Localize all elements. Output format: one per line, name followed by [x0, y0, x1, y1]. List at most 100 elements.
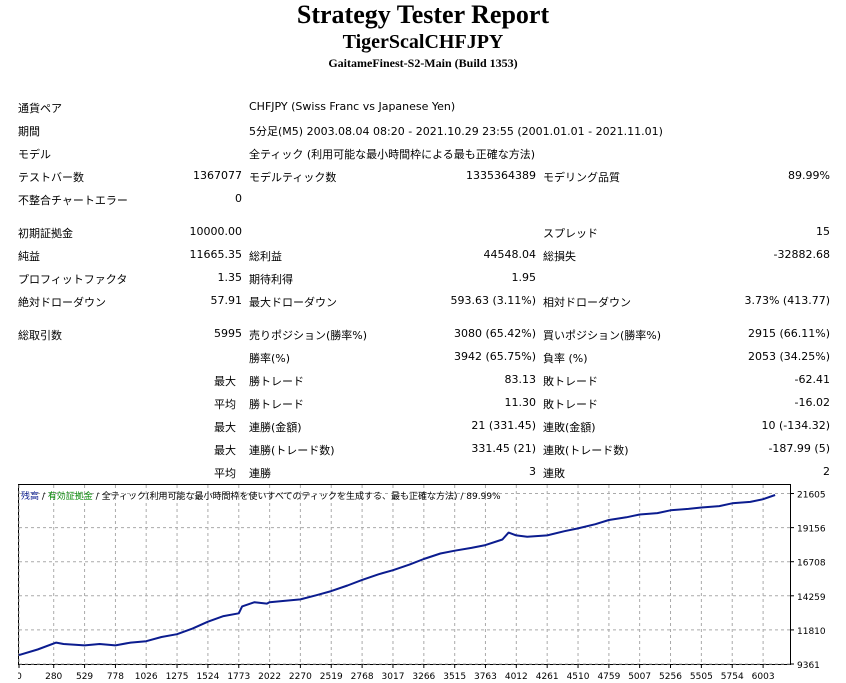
x-tick-label: 1026 — [135, 672, 158, 682]
period-value: 5分足(M5) 2003.08.04 08:20 - 2021.10.29 23… — [249, 125, 663, 138]
largest-loss-label: 敗トレード — [543, 375, 598, 388]
y-tick-label: 14259 — [797, 593, 826, 603]
x-tick-label: 1524 — [196, 672, 219, 682]
x-tick-label: 6003 — [752, 672, 775, 682]
row-winrate: 勝率(%) 3942 (65.75%) 負率 (%) 2053 (34.25%) — [0, 346, 846, 369]
row-cons-money: 最大 連勝(金額) 21 (331.45) 連敗(金額) 10 (-134.32… — [0, 415, 846, 438]
cons-win-profit-value: 331.45 (21) — [471, 442, 536, 455]
loss-label: 負率 (%) — [543, 352, 588, 365]
avg-win-label: 勝トレード — [249, 398, 304, 411]
row-model: モデル 全ティック (利用可能な最小時間枠による最も正確な方法) — [0, 142, 846, 165]
win-label: 勝率(%) — [249, 352, 291, 365]
max-word-3: 最大 — [214, 444, 236, 457]
spread-label: スプレッド — [543, 227, 598, 240]
row-drawdown: 絶対ドローダウン 57.91 最大ドローダウン 593.63 (3.11%) 相… — [0, 290, 846, 313]
cons-win-money-label: 連勝(金額) — [249, 421, 302, 434]
gross-loss-value: -32882.68 — [773, 248, 830, 261]
period-label: 期間 — [18, 125, 40, 138]
ticks-value: 1335364389 — [466, 169, 536, 182]
row-pf: プロフィットファクタ 1.35 期待利得 1.95 — [0, 267, 846, 290]
row-avg-cons: 平均 連勝 3 連敗 2 — [0, 461, 846, 484]
rel-dd-value: 3.73% (413.77) — [744, 294, 830, 307]
avg-loss-value: -16.02 — [794, 396, 830, 409]
balance-series-line — [18, 494, 776, 657]
abs-dd-value: 57.91 — [210, 294, 243, 307]
largest-win-label: 勝トレード — [249, 375, 304, 388]
row-net: 純益 11665.35 総利益 44548.04 総損失 -32882.68 — [0, 244, 846, 267]
x-tick-label: 2768 — [351, 672, 374, 682]
cons-win-profit-label: 連勝(トレード数) — [249, 444, 335, 457]
x-tick-label: 5007 — [628, 672, 651, 682]
row-bars: テストバー数 1367077 モデルティック数 1335364389 モデリング… — [0, 165, 846, 188]
avg-cons-win-label: 連勝 — [249, 467, 271, 480]
x-tick-label: 4261 — [536, 672, 559, 682]
legend-ticks: 全ティック(利用可能な最小時間枠を使いすべてのティックを生成する、最も正確な方法… — [101, 492, 458, 502]
x-tick-label: 5256 — [659, 672, 682, 682]
expected-label: 期待利得 — [249, 273, 293, 286]
x-tick-label: 1275 — [166, 672, 189, 682]
max-dd-label: 最大ドローダウン — [249, 296, 337, 309]
row-period: 期間 5分足(M5) 2003.08.04 08:20 - 2021.10.29… — [0, 119, 846, 142]
x-tick-label: 280 — [45, 672, 62, 682]
symbol-value: CHFJPY (Swiss Franc vs Japanese Yen) — [249, 100, 456, 113]
loss-value: 2053 (34.25%) — [747, 350, 830, 363]
x-tick-label: 3017 — [382, 672, 405, 682]
cons-loss-money-value: 10 (-134.32) — [761, 419, 830, 432]
cons-loss-profit-label: 連敗(トレード数) — [543, 444, 629, 457]
server-build: GaitameFinest-S2-Main (Build 1353) — [328, 56, 518, 70]
x-tick-label: 5505 — [690, 672, 713, 682]
row-average: 平均 勝トレード 11.30 敗トレード -16.02 — [0, 392, 846, 415]
x-tick-label: 4759 — [597, 672, 620, 682]
row-largest: 最大 勝トレード 83.13 敗トレード -62.41 — [0, 369, 846, 392]
x-tick-label: 1773 — [227, 672, 250, 682]
avg-win-value: 11.30 — [504, 396, 537, 409]
x-tick-label: 2022 — [258, 672, 281, 682]
report-title: Strategy Tester Report — [296, 0, 550, 29]
ticks-label: モデルティック数 — [249, 171, 337, 184]
max-dd-value: 593.63 (3.11%) — [450, 294, 536, 307]
cons-loss-money-label: 連敗(金額) — [543, 421, 596, 434]
pf-label: プロフィットファクタ — [18, 273, 128, 286]
spread-value: 15 — [816, 225, 830, 238]
mismatch-value: 0 — [235, 192, 242, 205]
symbol-label: 通貨ペア — [18, 102, 62, 115]
grid-lines — [18, 485, 790, 665]
abs-dd-label: 絶対ドローダウン — [18, 296, 106, 309]
x-tick-label: 5754 — [721, 672, 744, 682]
expert-name: TigerScalCHFJPY — [342, 31, 504, 53]
legend-sep-2: / — [92, 492, 102, 502]
quality-label: モデリング品質 — [543, 171, 620, 184]
x-tick-label: 2519 — [320, 672, 343, 682]
bars-label: テストバー数 — [18, 171, 84, 184]
avg-cons-loss-label: 連敗 — [543, 467, 565, 480]
trades-value: 5995 — [214, 327, 242, 340]
win-value: 3942 (65.75%) — [453, 350, 536, 363]
long-label: 買いポジション(勝率%) — [543, 329, 662, 342]
rel-dd-label: 相対ドローダウン — [543, 296, 631, 309]
legend-quality: 89.99% — [466, 492, 501, 502]
pf-value: 1.35 — [217, 271, 243, 284]
x-axis: 0 280 529 778 1026 1275 1524 1773 2022 2270 2519 27… — [18, 664, 775, 682]
row-symbol: 通貨ペア CHFJPY (Swiss Franc vs Japanese Yen… — [0, 96, 846, 119]
gross-profit-label: 総利益 — [249, 250, 282, 263]
legend-sep-3: / — [457, 492, 467, 502]
avg-loss-label: 敗トレード — [543, 398, 598, 411]
cons-loss-profit-value: -187.99 (5) — [768, 442, 830, 455]
gross-loss-label: 総損失 — [543, 250, 576, 263]
short-label: 売りポジション(勝率%) — [249, 329, 368, 342]
model-value: 全ティック (利用可能な最小時間枠による最も正確な方法) — [249, 148, 536, 161]
x-tick-label: 3763 — [474, 672, 497, 682]
model-label: モデル — [18, 148, 51, 161]
series-lines — [18, 494, 776, 657]
y-tick-label: 9361 — [797, 661, 820, 671]
long-value: 2915 (66.11%) — [747, 327, 830, 340]
row-cons-profit: 最大 連勝(トレード数) 331.45 (21) 連敗(トレード数) -187.… — [0, 438, 846, 461]
avg-word-2: 平均 — [214, 467, 236, 480]
plot-frame — [18, 484, 791, 665]
x-tick-label: 529 — [76, 672, 93, 682]
gross-profit-value: 44548.04 — [483, 248, 537, 261]
short-value: 3080 (65.42%) — [453, 327, 536, 340]
row-deposit: 初期証拠金 10000.00 スプレッド 15 — [0, 221, 846, 244]
expected-value: 1.95 — [511, 271, 537, 284]
x-tick-label: 3515 — [443, 672, 466, 682]
